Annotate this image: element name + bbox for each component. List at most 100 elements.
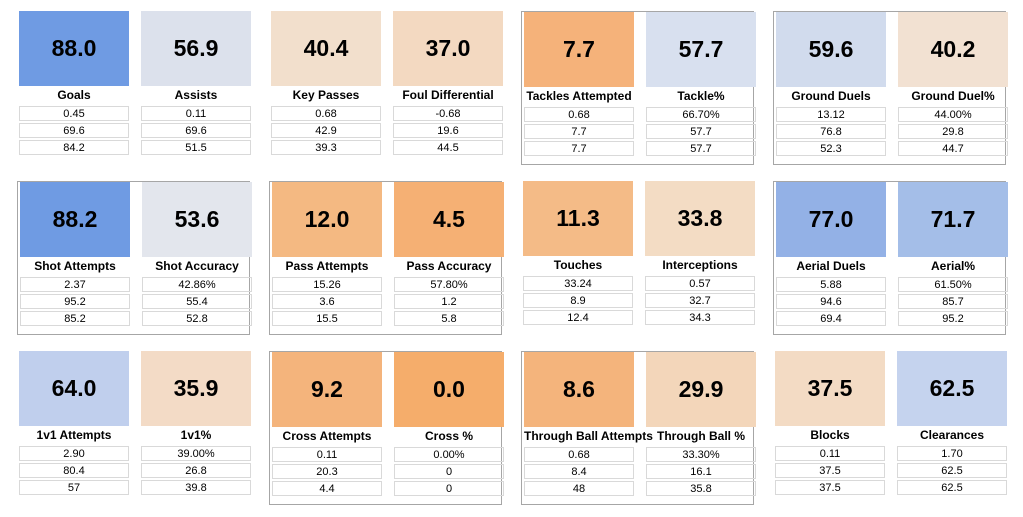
stat-value-row: 69.6 xyxy=(141,123,251,138)
stat-card: 8.6 Through Ball Attempts 0.68 8.4 48 xyxy=(524,352,653,496)
stat-group: 12.0 Pass Attempts 15.26 3.6 15.5 4.5 Pass Acc… xyxy=(269,181,504,335)
stat-value-row: 85.2 xyxy=(20,311,130,326)
stat-value-row: 5.8 xyxy=(394,311,504,326)
stat-score: 4.5 xyxy=(394,182,504,257)
stat-value-row: 34.3 xyxy=(645,310,755,325)
stat-card: 12.0 Pass Attempts 15.26 3.6 15.5 xyxy=(272,182,382,326)
stat-score: 7.7 xyxy=(524,12,634,87)
stat-value-row: 0.68 xyxy=(271,106,381,121)
stat-score: 71.7 xyxy=(898,182,1008,257)
stat-value-row: 0.68 xyxy=(524,447,634,462)
stat-value-row: 48 xyxy=(524,481,634,496)
stat-score: 88.2 xyxy=(20,182,130,257)
stat-value-row: 80.4 xyxy=(19,463,129,478)
stat-value-row: 0.00% xyxy=(394,447,504,462)
stat-value-row: 0.11 xyxy=(141,106,251,121)
stat-score: 12.0 xyxy=(272,182,382,257)
stat-value-row: 4.4 xyxy=(272,481,382,496)
stat-label: Shot Attempts xyxy=(34,259,116,273)
stat-score: 9.2 xyxy=(272,352,382,427)
stat-value-row: 3.6 xyxy=(272,294,382,309)
stat-label: Key Passes xyxy=(292,88,360,102)
stat-value-row: 20.3 xyxy=(272,464,382,479)
stat-label: Through Ball % xyxy=(657,429,745,443)
stat-value-row: 57.7 xyxy=(646,141,756,156)
stat-value-row: 55.4 xyxy=(142,294,252,309)
stat-label: Interceptions xyxy=(662,258,738,272)
stat-group: 88.0 Goals 0.45 69.6 84.2 56.9 Assists 0.11 69.6… xyxy=(17,11,251,165)
stat-label: 1v1% xyxy=(180,428,212,442)
stat-group: 40.4 Key Passes 0.68 42.9 39.3 37.0 Foul Diffe… xyxy=(269,11,503,165)
stat-group: 11.3 Touches 33.24 8.9 12.4 33.8 Interceptions… xyxy=(521,181,755,335)
stat-score: 57.7 xyxy=(646,12,756,87)
stat-value-row: 62.5 xyxy=(897,463,1007,478)
stat-value-row: 19.6 xyxy=(393,123,503,138)
stat-label: Aerial% xyxy=(930,259,976,273)
stat-value-row: 33.30% xyxy=(646,447,756,462)
stat-value-row: 0.11 xyxy=(775,446,885,461)
stat-value-row: 39.00% xyxy=(141,446,251,461)
stat-score: 33.8 xyxy=(645,181,755,256)
stat-score: 88.0 xyxy=(19,11,129,86)
stat-label: Cross % xyxy=(424,429,474,443)
stat-score: 53.6 xyxy=(142,182,252,257)
stat-value-row: 95.2 xyxy=(20,294,130,309)
stat-value-row: 66.70% xyxy=(646,107,756,122)
stat-value-row: 51.5 xyxy=(141,140,251,155)
stat-label: Tackles Attempted xyxy=(526,89,632,103)
stat-value-row: 44.5 xyxy=(393,140,503,155)
stat-label: Ground Duels xyxy=(791,89,871,103)
stat-value-row: 37.5 xyxy=(775,463,885,478)
stat-group: 7.7 Tackles Attempted 0.68 7.7 7.7 57.7 Tackle… xyxy=(521,11,756,165)
stat-group: 37.5 Blocks 0.11 37.5 37.5 62.5 Clearances 1.70… xyxy=(773,351,1007,505)
stat-value-row: 8.9 xyxy=(523,293,633,308)
stat-score: 11.3 xyxy=(523,181,633,256)
stat-score: 8.6 xyxy=(524,352,634,427)
stat-card: 9.2 Cross Attempts 0.11 20.3 4.4 xyxy=(272,352,382,496)
stat-label: Aerial Duels xyxy=(796,259,866,273)
stat-card: 77.0 Aerial Duels 5.88 94.6 69.4 xyxy=(776,182,886,326)
stat-label: Through Ball Attempts xyxy=(524,429,653,443)
stat-label: Tackle% xyxy=(677,89,725,103)
stat-value-row: 12.4 xyxy=(523,310,633,325)
stat-card: 37.0 Foul Differential -0.68 19.6 44.5 xyxy=(393,11,503,155)
stat-value-row: 0 xyxy=(394,464,504,479)
stat-value-row: 7.7 xyxy=(524,124,634,139)
stat-value-row: 44.7 xyxy=(898,141,1008,156)
stat-card: 71.7 Aerial% 61.50% 85.7 95.2 xyxy=(898,182,1008,326)
stat-card: 40.4 Key Passes 0.68 42.9 39.3 xyxy=(271,11,381,155)
stat-label: Foul Differential xyxy=(402,88,494,102)
stat-card: 0.0 Cross % 0.00% 0 0 xyxy=(394,352,504,496)
stat-score: 37.5 xyxy=(775,351,885,426)
stat-value-row: 0 xyxy=(394,481,504,496)
stat-score: 77.0 xyxy=(776,182,886,257)
stat-value-row: 57.80% xyxy=(394,277,504,292)
stat-label: Shot Accuracy xyxy=(155,259,239,273)
stat-value-row: -0.68 xyxy=(393,106,503,121)
stat-value-row: 57.7 xyxy=(646,124,756,139)
stat-score: 40.2 xyxy=(898,12,1008,87)
stat-score: 37.0 xyxy=(393,11,503,86)
stat-value-row: 37.5 xyxy=(775,480,885,495)
stat-card: 59.6 Ground Duels 13.12 76.8 52.3 xyxy=(776,12,886,156)
stat-card: 88.2 Shot Attempts 2.37 95.2 85.2 xyxy=(20,182,130,326)
stat-card: 11.3 Touches 33.24 8.9 12.4 xyxy=(523,181,633,325)
stat-value-row: 39.3 xyxy=(271,140,381,155)
stat-value-row: 5.88 xyxy=(776,277,886,292)
stat-label: Touches xyxy=(553,258,603,272)
stat-value-row: 62.5 xyxy=(897,480,1007,495)
stat-value-row: 85.7 xyxy=(898,294,1008,309)
stat-card: 7.7 Tackles Attempted 0.68 7.7 7.7 xyxy=(524,12,634,156)
stat-value-row: 44.00% xyxy=(898,107,1008,122)
stat-value-row: 52.8 xyxy=(142,311,252,326)
stat-value-row: 0.68 xyxy=(524,107,634,122)
stat-score: 40.4 xyxy=(271,11,381,86)
stat-value-row: 2.37 xyxy=(20,277,130,292)
stat-card: 40.2 Ground Duel% 44.00% 29.8 44.7 xyxy=(898,12,1008,156)
stat-value-row: 16.1 xyxy=(646,464,756,479)
stat-card: 33.8 Interceptions 0.57 32.7 34.3 xyxy=(645,181,755,325)
stat-value-row: 57 xyxy=(19,480,129,495)
stat-value-row: 29.8 xyxy=(898,124,1008,139)
stat-value-row: 8.4 xyxy=(524,464,634,479)
stat-value-row: 42.9 xyxy=(271,123,381,138)
